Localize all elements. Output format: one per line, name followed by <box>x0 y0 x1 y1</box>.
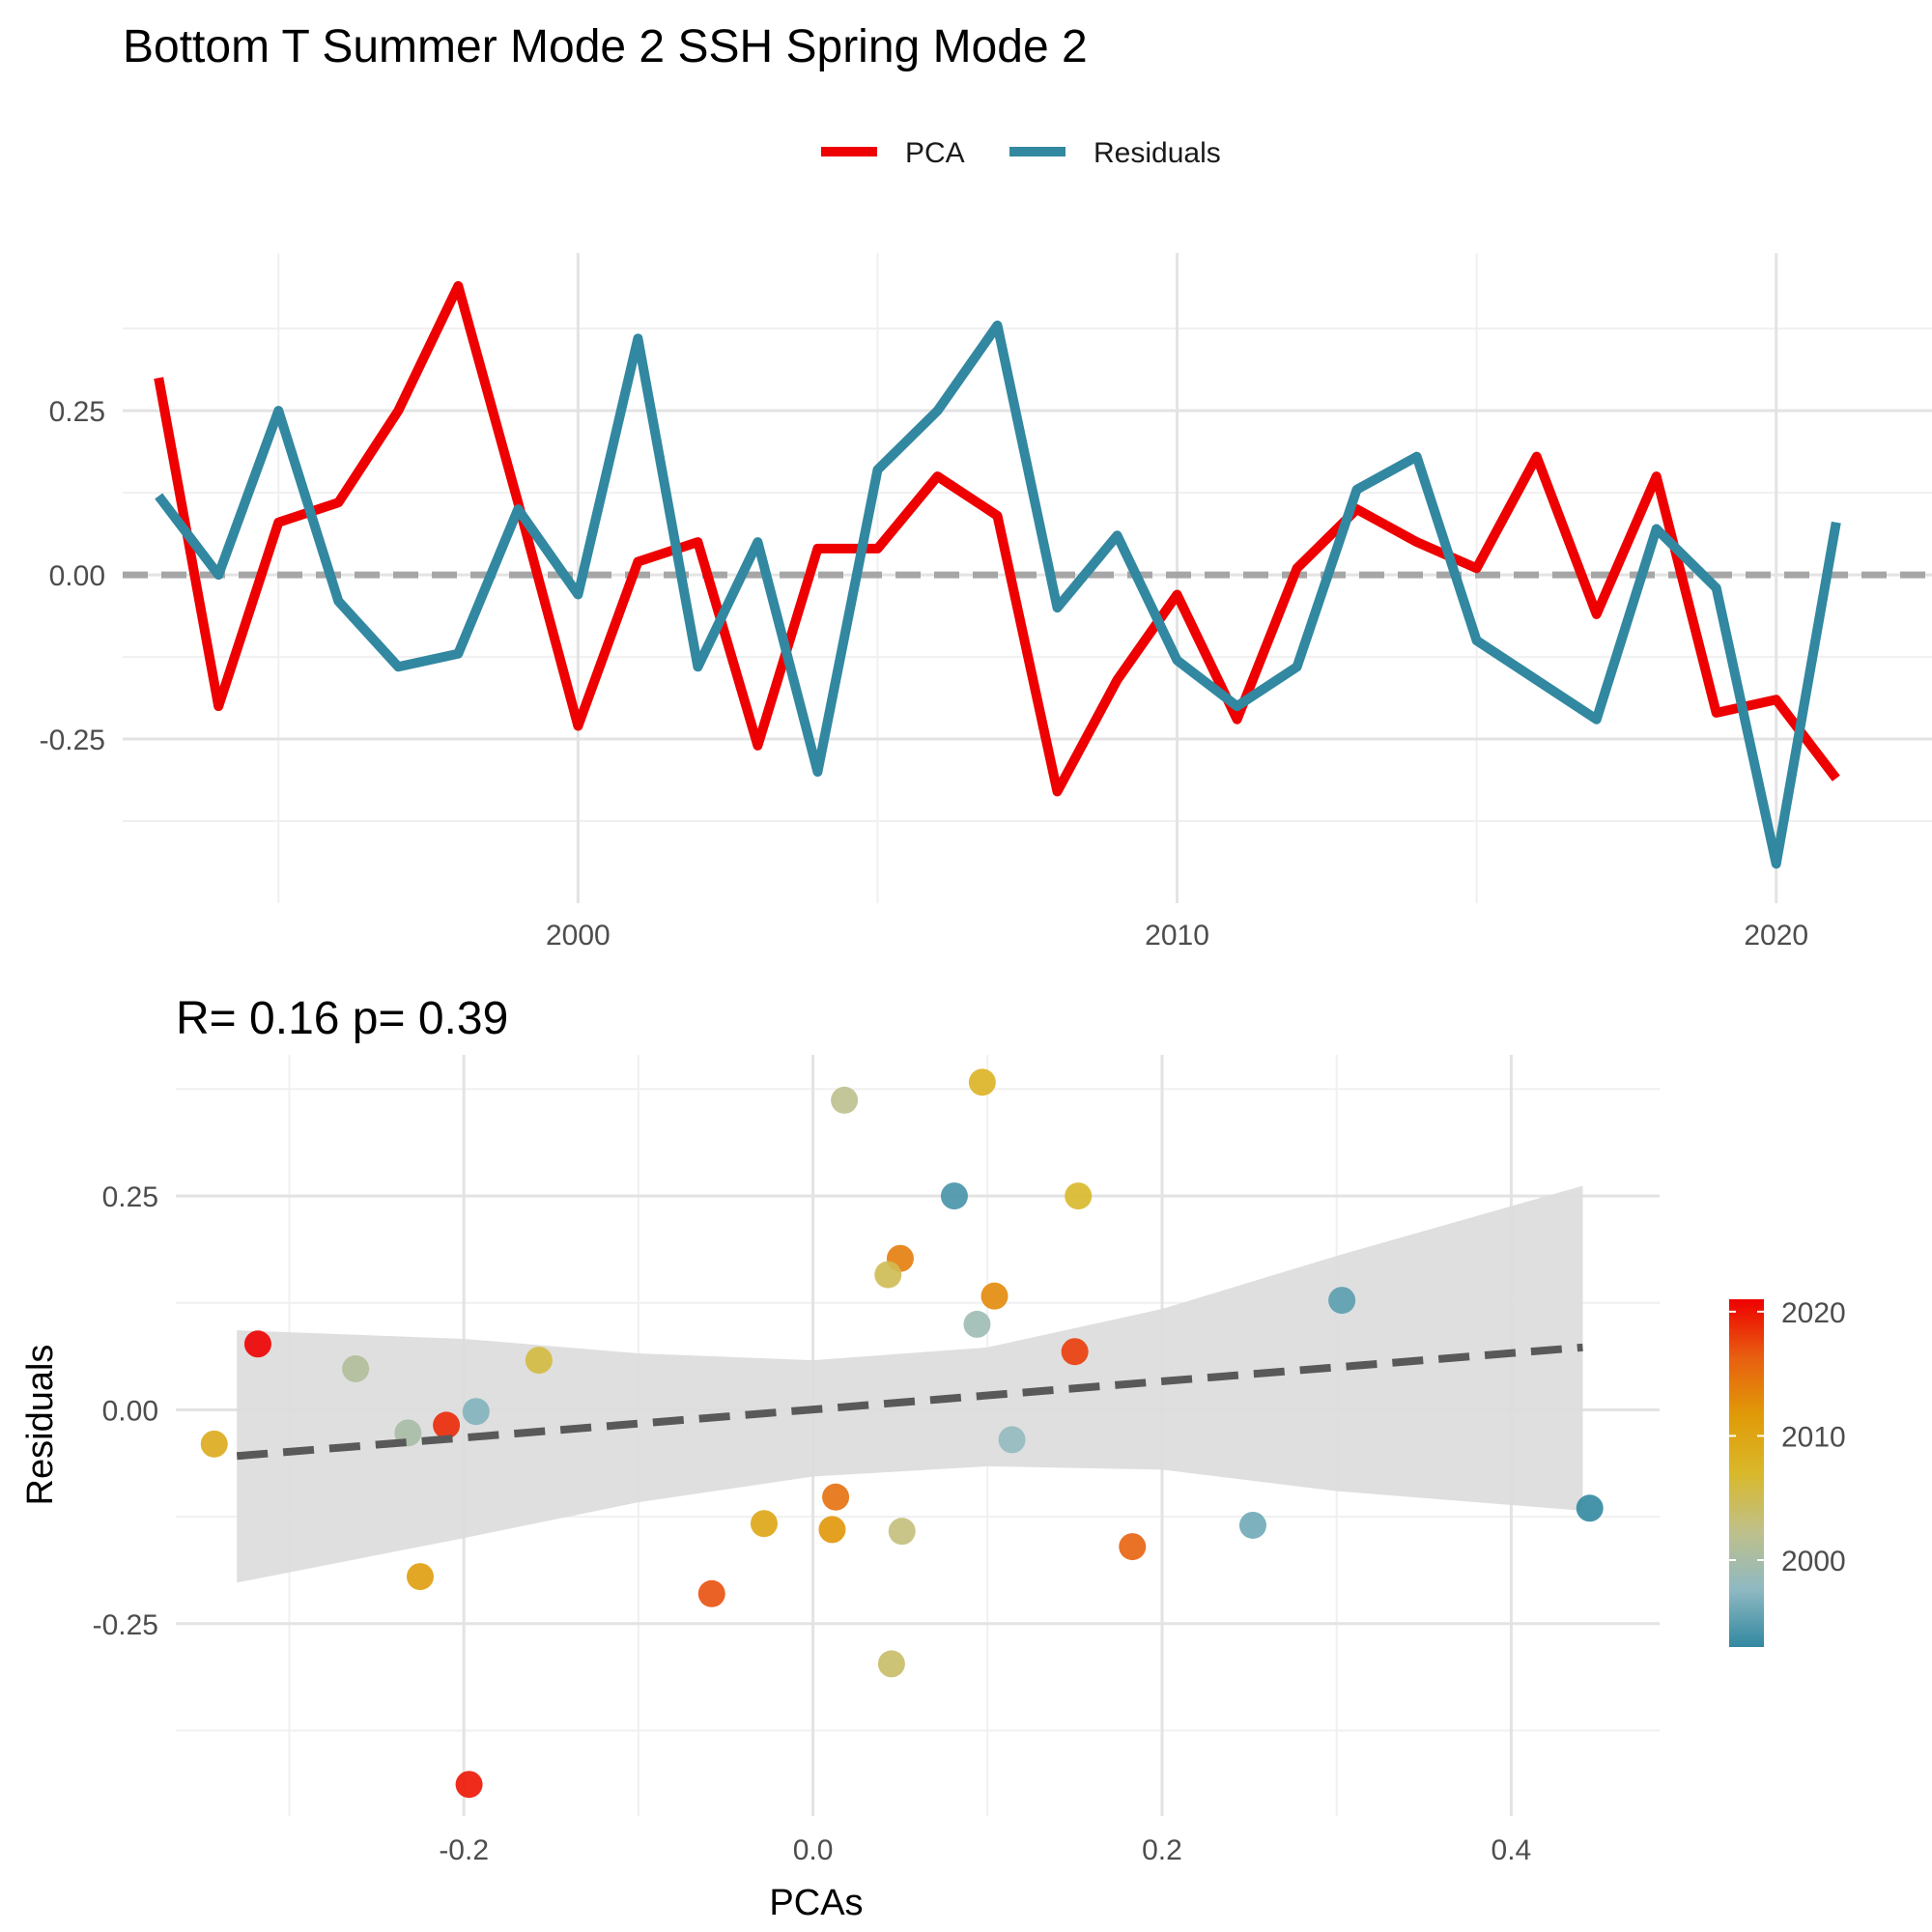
sc-point <box>200 1430 228 1458</box>
sc-point <box>998 1426 1026 1454</box>
scatter-panel: -0.25 0.00 0.25 -0.2 0.0 0.2 0.4 <box>93 1055 1660 1866</box>
sc-point <box>750 1510 778 1538</box>
sc-point <box>888 1518 916 1546</box>
sc-y-tick-label: 0.25 <box>102 1181 158 1213</box>
ts-x-tick-label: 2020 <box>1744 920 1808 952</box>
sc-point <box>874 1261 902 1289</box>
legend-label-pca: PCA <box>905 137 965 169</box>
scatter-y-axis-title: Residuals <box>20 1345 61 1506</box>
sc-point <box>1119 1533 1147 1561</box>
colorbar-gradient <box>1729 1299 1764 1647</box>
sc-x-tick-label: 0.0 <box>793 1834 834 1866</box>
ts-line-pca <box>154 281 1840 797</box>
sc-point <box>1061 1338 1089 1366</box>
sc-point <box>525 1347 553 1375</box>
colorbar-tick-label: 2000 <box>1781 1546 1846 1577</box>
sc-point <box>433 1411 461 1439</box>
sc-x-tick-label: 0.4 <box>1492 1834 1532 1866</box>
sc-point <box>877 1650 905 1678</box>
legend: PCA Residuals <box>821 137 1221 169</box>
sc-point <box>342 1354 370 1382</box>
sc-point <box>818 1516 846 1544</box>
scatter-subtitle: R= 0.16 p= 0.39 <box>176 993 508 1044</box>
sc-point <box>697 1579 725 1607</box>
sc-point <box>980 1282 1009 1310</box>
ts-x-tick-label: 2010 <box>1145 920 1209 952</box>
sc-point <box>462 1398 490 1426</box>
sc-point <box>968 1068 996 1096</box>
sc-confidence-band <box>237 1185 1583 1583</box>
sc-x-tick-label: -0.2 <box>439 1834 489 1866</box>
sc-point <box>963 1310 991 1338</box>
ts-x-tick-label: 2000 <box>546 920 611 952</box>
sc-y-tick-label: -0.25 <box>93 1609 158 1641</box>
sc-y-tick-label: 0.00 <box>102 1395 158 1427</box>
sc-point <box>406 1563 434 1591</box>
ts-line-residuals <box>155 320 1841 869</box>
sc-point <box>1576 1494 1604 1522</box>
sc-point <box>1238 1511 1266 1539</box>
ts-y-tick-label: 0.25 <box>49 396 105 428</box>
sc-fit-line <box>236 1343 1583 1461</box>
ts-y-tick-label: 0.00 <box>49 560 105 592</box>
colorbar-tick-label: 2010 <box>1781 1421 1846 1453</box>
colorbar: 2000 2010 2020 <box>1729 1297 1846 1647</box>
sc-point <box>455 1771 483 1799</box>
figure-title: Bottom T Summer Mode 2 SSH Spring Mode 2 <box>123 21 1088 72</box>
sc-point <box>1065 1182 1093 1210</box>
sc-x-tick-label: 0.2 <box>1142 1834 1182 1866</box>
legend-label-residuals: Residuals <box>1094 137 1221 169</box>
ts-y-tick-label: -0.25 <box>40 724 105 756</box>
sc-point <box>940 1182 968 1210</box>
sc-point <box>831 1086 859 1114</box>
sc-point <box>243 1330 271 1358</box>
colorbar-tick-label: 2020 <box>1781 1297 1846 1329</box>
scatter-x-axis-title: PCAs <box>769 1883 863 1923</box>
time-series-panel: -0.25 0.00 0.25 2000 2010 2020 <box>40 253 1932 952</box>
sc-point <box>822 1483 850 1511</box>
sc-point <box>1328 1287 1356 1315</box>
